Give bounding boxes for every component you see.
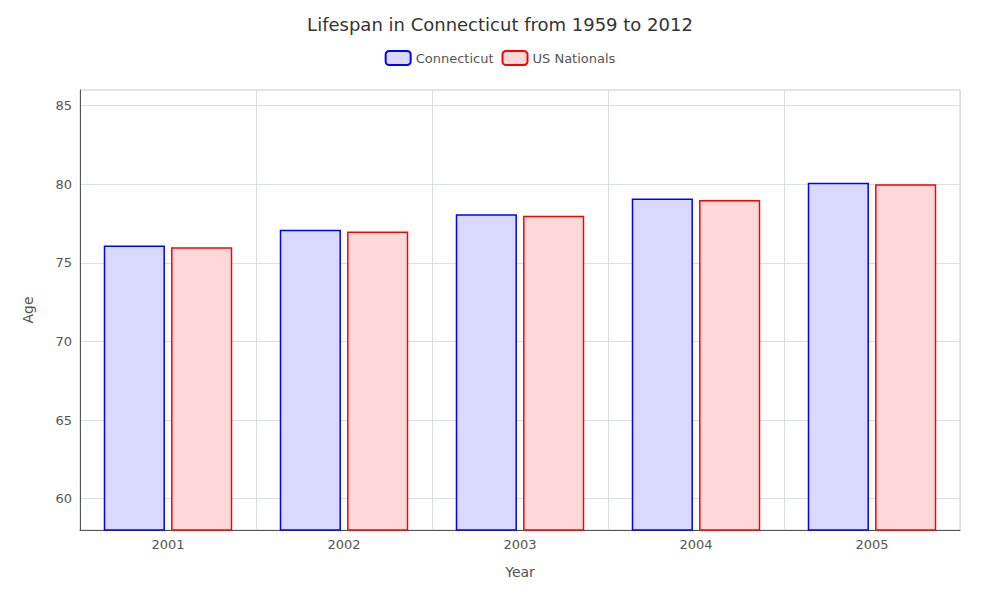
svg-text:Age: Age [20,296,36,323]
svg-text:2005: 2005 [855,537,888,552]
svg-text:80: 80 [55,177,72,192]
svg-text:75: 75 [55,255,72,270]
svg-text:US Nationals: US Nationals [533,51,616,66]
svg-text:85: 85 [55,98,72,113]
svg-text:Connecticut: Connecticut [416,51,494,66]
svg-text:2001: 2001 [151,537,184,552]
svg-text:2002: 2002 [327,537,360,552]
svg-text:65: 65 [55,413,72,428]
svg-text:Lifespan in Connecticut from 1: Lifespan in Connecticut from 1959 to 201… [307,14,693,35]
svg-text:2003: 2003 [503,537,536,552]
svg-text:2004: 2004 [679,537,712,552]
svg-text:60: 60 [55,491,72,506]
svg-text:Year: Year [504,564,535,580]
svg-text:70: 70 [55,334,72,349]
